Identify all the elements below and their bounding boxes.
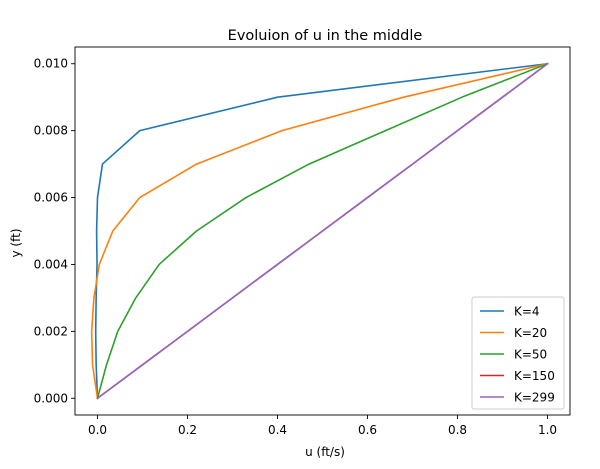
series-line-k-50: [96, 62, 549, 400]
legend-label: K=20: [514, 326, 547, 340]
x-tick-label: 0.8: [448, 423, 467, 437]
x-tick-label: 0.2: [178, 423, 197, 437]
legend-label: K=50: [514, 348, 547, 362]
legend-label: K=150: [514, 369, 555, 383]
y-tick-label: 0.010: [34, 57, 68, 71]
legend: K=4 K=20 K=50 K=150 K=299: [471, 296, 565, 410]
plot-frame: [74, 46, 571, 416]
y-tick-label: 0.004: [34, 257, 68, 271]
y-tick-label: 0.006: [34, 191, 68, 205]
x-tick-label: 0.6: [358, 423, 377, 437]
series-line-k-20: [90, 62, 549, 400]
plot-area: 0.0 0.2 0.4 0.6 0.8 1.0 0.000 0.002 0.004 0.006 0.…: [34, 46, 571, 437]
y-tick-label: 0.002: [34, 324, 68, 338]
series-line-k-4: [94, 62, 549, 400]
x-axis-title: u (ft/s): [305, 445, 345, 459]
y-tick-label: 0.000: [34, 391, 68, 405]
legend-box: [471, 296, 565, 410]
x-tick-label: 0.0: [88, 423, 107, 437]
x-tick-label: 0.4: [268, 423, 287, 437]
chart-title: Evoluion of u in the middle: [228, 28, 423, 44]
y-axis-title: y (ft): [9, 229, 23, 258]
legend-label: K=299: [514, 391, 555, 405]
y-tick-label: 0.008: [34, 124, 68, 138]
series-line-k-299: [96, 62, 549, 400]
legend-label: K=4: [514, 305, 540, 319]
x-tick-label: 1.0: [538, 423, 557, 437]
